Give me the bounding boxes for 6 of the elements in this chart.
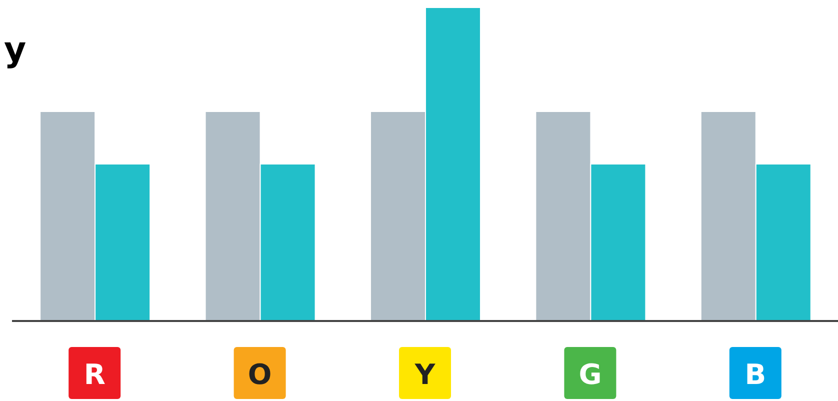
x-tick-label: G — [578, 358, 602, 391]
x-tick-label: Y — [414, 358, 436, 391]
x-tick-label: O — [248, 358, 272, 391]
x-tick-label: B — [744, 358, 766, 391]
text: y — [4, 30, 26, 70]
x-tick-label: R — [84, 358, 106, 391]
